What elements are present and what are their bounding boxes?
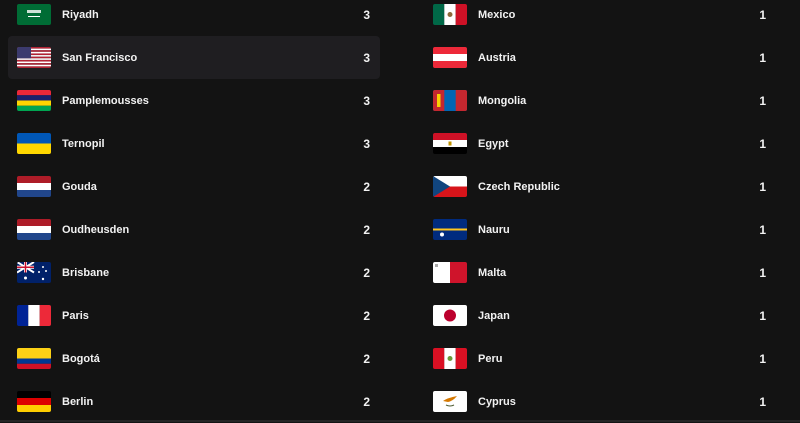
location-name: Paris [62,309,89,322]
location-row[interactable]: Egypt 1 [424,122,776,165]
location-count: 2 [363,351,370,366]
location-name: Nauru [478,223,510,236]
flag-jp-icon [433,305,467,326]
location-row[interactable]: Malta 1 [424,251,776,294]
location-row[interactable]: Mongolia 1 [424,79,776,122]
location-count: 1 [759,265,766,280]
location-row[interactable]: San Francisco 3 [8,36,380,79]
location-name: Czech Republic [478,180,560,193]
flag-co-icon [17,348,51,369]
location-row[interactable]: Riyadh 3 [8,0,380,36]
flag-eg-icon [433,133,467,154]
location-row[interactable]: Brisbane 2 [8,251,380,294]
location-name: Gouda [62,180,97,193]
flag-nr-icon [433,219,467,240]
location-count: 1 [759,179,766,194]
location-count: 1 [759,394,766,409]
flag-mn-icon [433,90,467,111]
location-name: Bogotá [62,352,100,365]
location-count: 3 [363,7,370,22]
location-row[interactable]: Bogotá 2 [8,337,380,380]
flag-at-icon [433,47,467,68]
flag-cy-icon [433,391,467,412]
location-count: 1 [759,351,766,366]
location-name: Pamplemousses [62,94,149,107]
location-row[interactable]: Gouda 2 [8,165,380,208]
flag-ua-icon [17,133,51,154]
location-name: San Francisco [62,51,138,64]
location-name: Oudheusden [62,223,130,236]
location-count: 1 [759,50,766,65]
location-name: Japan [478,309,510,322]
location-row[interactable]: Japan 1 [424,294,776,337]
location-row[interactable]: Ternopil 3 [8,122,380,165]
flag-us-icon [17,47,51,68]
location-name: Cyprus [478,395,516,408]
location-row[interactable]: Austria 1 [424,36,776,79]
flag-nl-icon [17,219,51,240]
location-row[interactable]: Czech Republic 1 [424,165,776,208]
location-count: 1 [759,93,766,108]
flag-fr-icon [17,305,51,326]
location-row[interactable]: Cyprus 1 [424,380,776,423]
location-name: Berlin [62,395,94,408]
flag-pe-icon [433,348,467,369]
location-count: 2 [363,394,370,409]
location-name: Riyadh [62,8,99,21]
flag-au-icon [17,262,51,283]
location-name: Mongolia [478,94,527,107]
location-name: Peru [478,352,503,365]
location-count: 1 [759,136,766,151]
location-name: Brisbane [62,266,110,279]
location-row[interactable]: Berlin 2 [8,380,380,423]
location-count: 3 [363,136,370,151]
location-row[interactable]: Oudheusden 2 [8,208,380,251]
flag-sa-icon [17,4,51,25]
location-count: 2 [363,222,370,237]
flag-de-icon [17,391,51,412]
location-name: Ternopil [62,137,105,150]
location-name: Egypt [478,137,509,150]
location-count: 2 [363,308,370,323]
bottom-divider [0,420,800,422]
location-count: 2 [363,265,370,280]
location-row[interactable]: Mexico 1 [424,0,776,36]
location-name: Austria [478,51,516,64]
location-name: Mexico [478,8,516,21]
location-name: Malta [478,266,507,279]
location-row[interactable]: Peru 1 [424,337,776,380]
flag-cz-icon [433,176,467,197]
location-row[interactable]: Paris 2 [8,294,380,337]
location-count: 3 [363,93,370,108]
location-count: 2 [363,179,370,194]
location-row[interactable]: Nauru 1 [424,208,776,251]
flag-mt-icon [433,262,467,283]
location-count: 1 [759,222,766,237]
flag-nl-icon [17,176,51,197]
location-count: 1 [759,7,766,22]
location-count: 3 [363,50,370,65]
flag-mu-icon [17,90,51,111]
flag-mx-icon [433,4,467,25]
location-count: 1 [759,308,766,323]
location-row[interactable]: Pamplemousses 3 [8,79,380,122]
